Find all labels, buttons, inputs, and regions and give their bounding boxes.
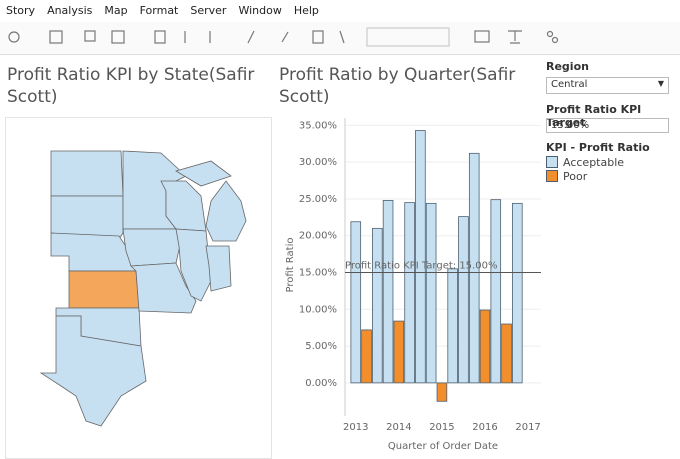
bar [436, 382, 448, 402]
state [130, 262, 197, 314]
menu-item[interactable]: Story [6, 4, 36, 17]
menu-item[interactable]: Map [104, 4, 128, 17]
bar-chart: 0.00% 5.00% 10.00% 15.00% 20.00% 25.00% 30.00%… [285, 118, 541, 452]
target-input[interactable]: 15.00% [546, 118, 669, 133]
state-map [39, 150, 247, 427]
bar [458, 216, 469, 384]
state [175, 160, 232, 187]
x-tick-label: 2014 [386, 422, 411, 433]
chart-title: Profit Ratio by Quarter(Safir Scott) [279, 65, 516, 107]
legend-swatch [546, 170, 558, 182]
y-tick-label: 5.00% [305, 341, 337, 352]
dropdown-value: Central [551, 79, 588, 90]
y-axis-title: Profit Ratio [285, 238, 296, 293]
map-title: Profit Ratio KPI by State(Safir Scott) [7, 65, 255, 107]
menu-item[interactable]: Server [190, 4, 227, 17]
y-tick-label: 15.00% [299, 268, 337, 279]
state [68, 270, 140, 309]
legend-label: Poor [563, 169, 588, 183]
legend-item[interactable]: Poor [546, 169, 624, 183]
y-tick-label: 0.00% [305, 378, 337, 389]
menu-item[interactable]: Analysis [47, 4, 93, 17]
y-tick-label: 25.00% [299, 194, 337, 205]
region-dropdown[interactable]: Central ▼ [546, 77, 669, 94]
toolbar [0, 22, 680, 55]
filter-label: Region [546, 60, 589, 73]
bar [479, 309, 491, 384]
toolbar-icons [8, 27, 559, 47]
legend-item[interactable]: Acceptable [546, 155, 624, 169]
state [50, 150, 124, 197]
bar [512, 202, 523, 384]
bar [425, 202, 437, 384]
x-tick-label: 2017 [515, 422, 540, 433]
bar [404, 202, 415, 384]
bar [350, 221, 362, 384]
state [50, 195, 124, 240]
parameter-label: Profit Ratio KPI Target [546, 103, 642, 129]
bar [490, 199, 502, 384]
map-panel [5, 117, 272, 459]
y-tick-label: 30.00% [299, 157, 337, 168]
x-axis-title: Quarter of Order Date [388, 441, 498, 452]
bar [372, 227, 383, 384]
x-tick-label: 2016 [472, 422, 497, 433]
menu-item[interactable]: Window [238, 4, 282, 17]
legend-title: KPI - Profit Ratio [546, 141, 650, 154]
y-tick-label: 35.00% [299, 120, 337, 131]
menu-item[interactable]: Help [293, 4, 319, 17]
bar [415, 130, 426, 384]
y-tick-label: 20.00% [299, 231, 337, 242]
bar [447, 268, 458, 384]
state [39, 315, 147, 427]
bar [382, 200, 394, 384]
legend: Acceptable Poor [546, 155, 624, 183]
state [205, 245, 232, 292]
state [205, 180, 247, 242]
bar [361, 329, 372, 384]
state [122, 228, 182, 267]
x-tick-label: 2013 [343, 422, 368, 433]
state [175, 228, 212, 302]
bar [468, 152, 480, 384]
menu-item[interactable]: Format [139, 4, 179, 17]
legend-swatch [546, 156, 558, 168]
x-tick-label: 2015 [429, 422, 454, 433]
y-tick-label: 10.00% [299, 304, 337, 315]
input-value: 15.00% [551, 120, 590, 131]
reference-label: Profit Ratio KPI Target: 15.00% [345, 261, 497, 272]
bar [393, 320, 405, 384]
state [50, 232, 137, 272]
bar [501, 323, 512, 384]
legend-label: Acceptable [563, 155, 625, 169]
menu-bar: Story Analysis Map Format Server Window Help [0, 0, 680, 22]
